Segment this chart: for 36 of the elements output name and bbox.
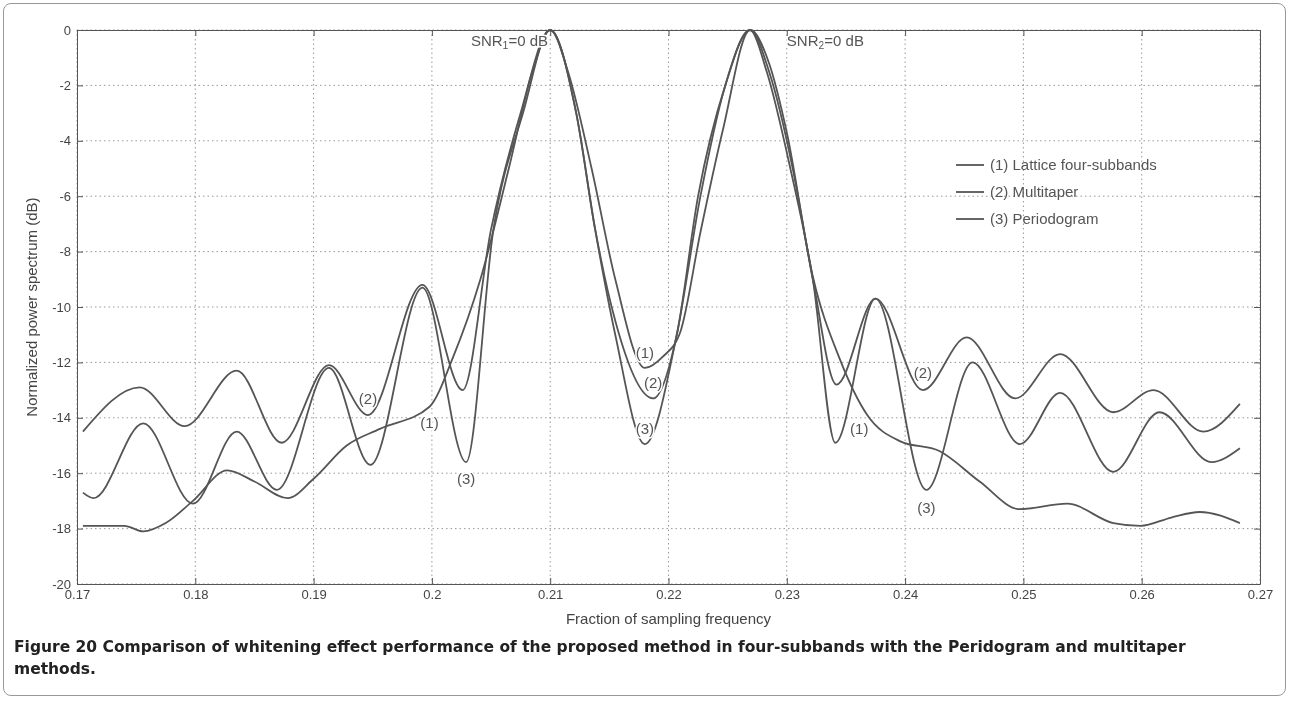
x-tick-label: 0.25 <box>1011 587 1037 603</box>
annotation: (3) <box>635 420 655 438</box>
annotation: (3) <box>457 470 476 488</box>
annotation: (3) <box>917 498 936 516</box>
x-tick-label: 0.2 <box>423 587 442 603</box>
legend-label: (3) Periodogram <box>990 210 1099 227</box>
caption: Figure 20 Comparison of whitening effect performance of the proposed method in four-subbands with the Peridogram and multitaper methods. <box>14 637 1187 680</box>
y-tick-label: -8 <box>59 244 71 260</box>
y-tick-label: -2 <box>59 78 71 94</box>
y-tick-label: 0 <box>63 22 71 38</box>
x-tick-label: 0.19 <box>301 587 327 603</box>
legend-label: (2) Multitaper <box>990 183 1079 200</box>
y-axis-title: Normalized power spectrum (dB) <box>23 197 40 417</box>
annotation: (1) <box>850 420 869 437</box>
x-tick-label: 0.23 <box>774 587 800 603</box>
y-tick-label: -4 <box>59 133 71 149</box>
y-tick-label: -18 <box>52 521 71 537</box>
y-tick-label: -14 <box>52 410 71 426</box>
annotation: (2) <box>358 390 378 407</box>
annotation: (1) <box>420 413 439 431</box>
x-tick-label: 0.18 <box>183 587 209 603</box>
x-tick-label: 0.24 <box>892 587 919 603</box>
x-tick-label: 0.27 <box>1247 587 1274 603</box>
y-tick-label: -16 <box>52 465 71 481</box>
legend-label: (1) Lattice four-subbands <box>990 156 1157 173</box>
y-tick-label: -12 <box>52 355 71 371</box>
y-tick-label: -6 <box>59 188 71 204</box>
x-tick-label: 0.26 <box>1129 587 1155 603</box>
x-axis-title: Fraction of sampling frequency <box>565 610 772 627</box>
y-tick-label: -10 <box>52 299 71 315</box>
annotation: (1) <box>635 343 655 361</box>
annotation: (2) <box>913 364 933 382</box>
x-tick-label: 0.21 <box>538 587 564 603</box>
annotation: SNR$_{2}$=0 dB <box>786 32 864 51</box>
x-tick-label: 0.22 <box>656 587 682 603</box>
annotation: (2) <box>643 374 663 392</box>
